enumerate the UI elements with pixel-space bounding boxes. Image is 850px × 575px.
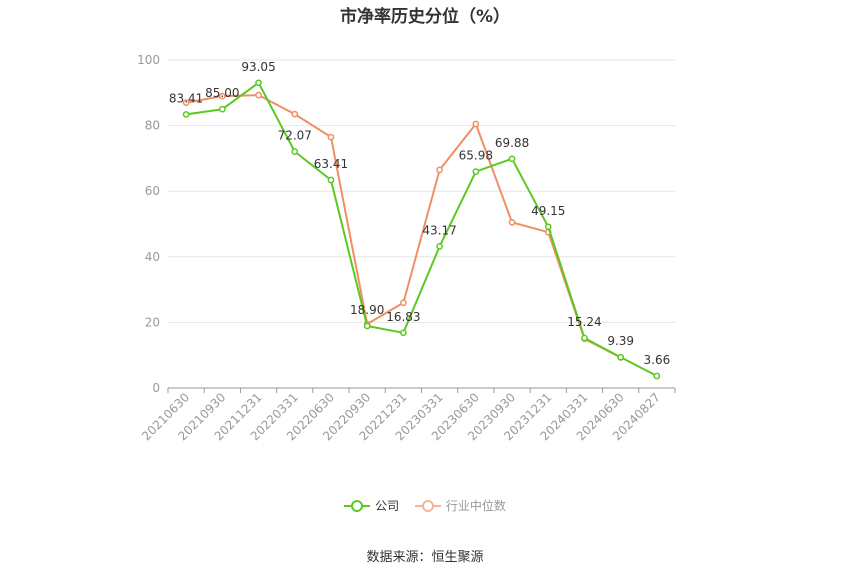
y-tick-label: 40 — [145, 250, 160, 264]
data-label: 85.00 — [205, 86, 239, 100]
data-label: 49.15 — [531, 204, 565, 218]
data-point-company — [291, 148, 299, 155]
y-tick-label: 0 — [152, 381, 160, 395]
data-point-company — [327, 176, 335, 184]
data-point-industry-median — [436, 166, 443, 174]
line-chart: 0 20 40 60 80 100 202106302021093020211231202… — [137, 53, 676, 443]
data-label: 15.24 — [567, 315, 601, 329]
data-label: 93.05 — [241, 60, 275, 74]
data-point-company — [653, 372, 661, 380]
data-point-industry-median — [400, 299, 407, 307]
data-point-company — [472, 168, 480, 175]
data-point-company — [218, 105, 226, 113]
data-label: 72.07 — [278, 129, 312, 143]
y-tick-label: 80 — [145, 119, 160, 133]
data-label: 3.66 — [644, 353, 671, 367]
data-source: 数据来源：恒生聚源 — [366, 550, 484, 565]
data-point-company — [400, 329, 407, 337]
legend-label-industry-median: 行业中位数 — [445, 499, 506, 513]
y-tick-label: 100 — [137, 53, 160, 67]
data-point-company — [436, 243, 443, 250]
data-point-company — [255, 79, 262, 87]
y-tick-label: 60 — [145, 184, 160, 198]
data-point-industry-median — [508, 219, 516, 226]
data-label: 69.88 — [495, 136, 529, 150]
legend-swatch-industry-median — [414, 499, 441, 512]
data-point-industry-median — [291, 110, 299, 118]
legend-label-company: 公司 — [375, 499, 400, 513]
data-label: 65.98 — [459, 149, 493, 163]
legend: 公司 行业中位数 — [0, 497, 850, 515]
data-label: 43.17 — [422, 223, 456, 237]
data-point-industry-median — [472, 120, 480, 128]
data-point-industry-median — [218, 92, 226, 100]
data-point-company — [363, 322, 371, 330]
data-label: 16.83 — [386, 310, 420, 324]
y-axis: 0 20 40 60 80 100 — [137, 53, 160, 395]
data-point-company — [182, 111, 190, 118]
data-point-industry-median — [182, 99, 190, 106]
data-point-industry-median — [255, 91, 262, 99]
grid-lines — [168, 59, 675, 323]
legend-item-company[interactable]: 公司 — [344, 497, 399, 514]
y-tick-label: 20 — [145, 315, 160, 329]
data-label: 9.39 — [607, 334, 634, 348]
data-point-company — [617, 353, 625, 361]
data-point-company — [508, 155, 516, 163]
legend-swatch-company — [344, 499, 371, 512]
data-label: 18.90 — [350, 303, 384, 317]
data-point-company — [544, 223, 552, 231]
data-point-industry-median — [327, 133, 335, 141]
series-group — [182, 79, 661, 380]
x-axis: 2021063020210930202112312022033120220630… — [139, 387, 676, 443]
legend-item-industry-median[interactable]: 行业中位数 — [414, 497, 506, 514]
series-line-company — [185, 81, 658, 377]
data-label: 63.41 — [314, 157, 348, 171]
chart-title: 市净率历史分位（%） — [339, 7, 511, 27]
data-label: 83.41 — [169, 91, 203, 105]
data-point-company — [581, 334, 588, 342]
